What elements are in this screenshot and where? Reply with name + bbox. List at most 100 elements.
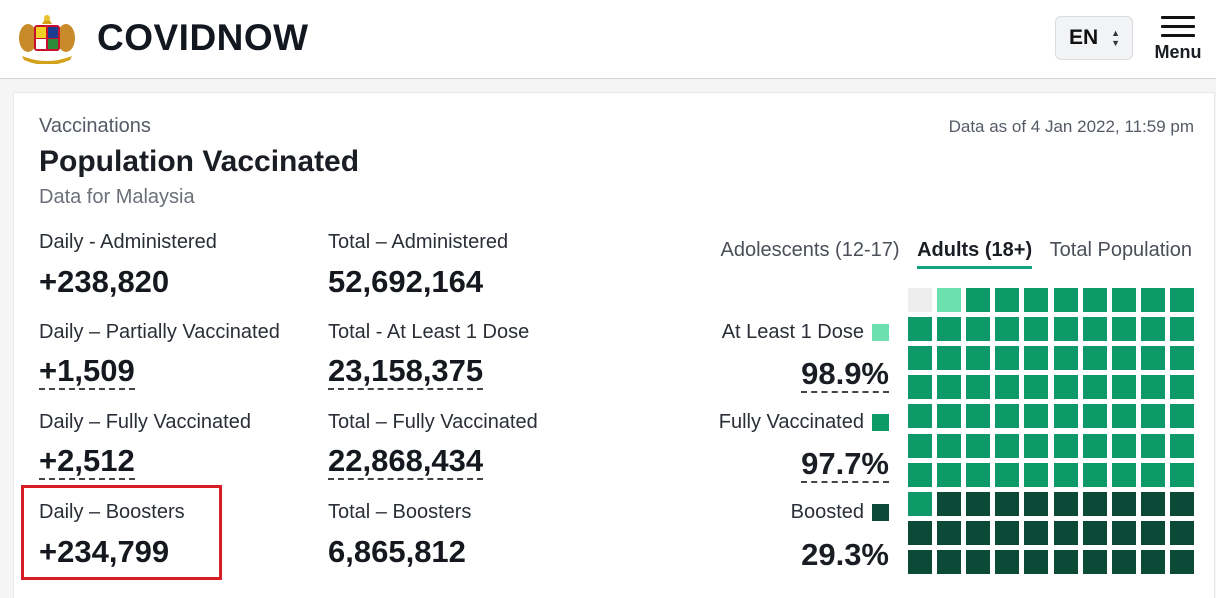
waffle-cell-fully-vaccinated — [908, 346, 933, 371]
waffle-cell-fully-vaccinated — [1082, 462, 1107, 487]
waffle-cell-fully-vaccinated — [1024, 288, 1049, 313]
stat-label: Total – Fully Vaccinated — [328, 411, 538, 433]
legend-swatch — [872, 504, 889, 521]
stat-value: +234,799 — [39, 534, 170, 569]
waffle-cell-fully-vaccinated — [1082, 433, 1107, 458]
waffle-cell-fully-vaccinated — [1082, 404, 1107, 429]
tab-adolescents[interactable]: Adolescents (12-17) — [720, 239, 900, 261]
waffle-cell-fully-vaccinated — [1111, 462, 1136, 487]
waffle-cell-boosted — [1053, 520, 1078, 545]
stat-value-tooltip[interactable]: +2,512 — [39, 443, 135, 480]
waffle-cell-fully-vaccinated — [1140, 317, 1165, 342]
tab-total-population[interactable]: Total Population — [1049, 239, 1192, 261]
waffle-cell-fully-vaccinated — [1111, 375, 1136, 400]
waffle-cell-fully-vaccinated — [995, 346, 1020, 371]
hamburger-icon — [1152, 16, 1204, 37]
waffle-cell-boosted — [1082, 549, 1107, 574]
legend-boosted: Boosted — [791, 501, 889, 524]
waffle-cell-fully-vaccinated — [995, 317, 1020, 342]
stat-total-full: Total – Fully Vaccinated 22,868,434 — [328, 411, 538, 480]
waffle-cell-boosted — [1082, 520, 1107, 545]
brand-title[interactable]: COVIDNOW — [97, 17, 309, 58]
waffle-cell-boosted — [966, 549, 991, 574]
waffle-cell-fully-vaccinated — [1140, 433, 1165, 458]
top-header: COVIDNOW EN ▲ ▼ Menu — [0, 0, 1216, 79]
stat-daily-full: Daily – Fully Vaccinated +2,512 — [39, 411, 251, 480]
waffle-cell-boosted — [1169, 491, 1194, 516]
waffle-cell-fully-vaccinated — [1024, 462, 1049, 487]
waffle-cell-fully-vaccinated — [966, 375, 991, 400]
waffle-cell-boosted — [1169, 549, 1194, 574]
waffle-cell-fully-vaccinated — [937, 462, 962, 487]
stat-label: Total – Administered — [328, 231, 509, 253]
waffle-cell-fully-vaccinated — [1111, 404, 1136, 429]
waffle-cell-boosted — [1111, 520, 1136, 545]
waffle-cell-fully-vaccinated — [937, 433, 962, 458]
percent-boosted: 29.3% — [801, 537, 889, 572]
vaccination-card: Vaccinations Data as of 4 Jan 2022, 11:5… — [14, 93, 1214, 598]
stat-label: Daily – Boosters — [39, 501, 185, 523]
waffle-cell-boosted — [1140, 520, 1165, 545]
waffle-cell-fully-vaccinated — [908, 491, 933, 516]
waffle-cell-fully-vaccinated — [1111, 433, 1136, 458]
menu-button[interactable]: Menu — [1152, 16, 1204, 68]
select-arrows-icon: ▲ ▼ — [1111, 28, 1120, 48]
waffle-cell-fully-vaccinated — [937, 346, 962, 371]
stat-value-tooltip[interactable]: 22,868,434 — [328, 443, 484, 480]
percent-one-dose[interactable]: 98.9% — [801, 356, 889, 393]
waffle-cell-boosted — [995, 520, 1020, 545]
waffle-cell-fully-vaccinated — [995, 375, 1020, 400]
stat-total-boosters: Total – Boosters 6,865,812 — [328, 501, 471, 570]
population-tabs: Adolescents (12-17) Adults (18+) Total P… — [709, 239, 1192, 269]
stat-value-tooltip[interactable]: 23,158,375 — [328, 353, 484, 390]
waffle-cell-fully-vaccinated — [908, 462, 933, 487]
waffle-cell-boosted — [1169, 520, 1194, 545]
waffle-cell-fully-vaccinated — [1140, 404, 1165, 429]
stat-total-administered: Total – Administered 52,692,164 — [328, 231, 508, 300]
waffle-cell-empty — [908, 288, 933, 313]
waffle-cell-fully-vaccinated — [1024, 404, 1049, 429]
percent-fully-vaccinated[interactable]: 97.7% — [801, 446, 889, 483]
waffle-cell-fully-vaccinated — [966, 317, 991, 342]
waffle-cell-fully-vaccinated — [1053, 288, 1078, 313]
menu-label: Menu — [1154, 42, 1202, 62]
waffle-cell-fully-vaccinated — [1140, 288, 1165, 313]
stat-value: 6,865,812 — [328, 534, 466, 569]
waffle-cell-fully-vaccinated — [1024, 317, 1049, 342]
legend-label: Fully Vaccinated — [718, 411, 864, 433]
waffle-cell-boosted — [908, 549, 933, 574]
waffle-cell-fully-vaccinated — [966, 433, 991, 458]
waffle-cell-boosted — [1024, 520, 1049, 545]
waffle-cell-boosted — [995, 491, 1020, 516]
waffle-cell-boosted — [1024, 491, 1049, 516]
waffle-cell-boosted — [1082, 491, 1107, 516]
waffle-cell-boosted — [1140, 549, 1165, 574]
waffle-cell-fully-vaccinated — [908, 375, 933, 400]
tab-adults[interactable]: Adults (18+) — [917, 239, 1033, 269]
waffle-cell-fully-vaccinated — [1053, 433, 1078, 458]
stat-value: 52,692,164 — [328, 264, 484, 299]
waffle-cell-fully-vaccinated — [1111, 288, 1136, 313]
waffle-cell-fully-vaccinated — [1082, 346, 1107, 371]
waffle-cell-fully-vaccinated — [908, 317, 933, 342]
stat-value-tooltip[interactable]: +1,509 — [39, 353, 135, 390]
waffle-cell-fully-vaccinated — [1024, 433, 1049, 458]
legend-swatch — [872, 324, 889, 341]
waffle-cell-fully-vaccinated — [1169, 433, 1194, 458]
coat-of-arms-logo[interactable] — [14, 12, 80, 64]
waffle-cell-fully-vaccinated — [995, 404, 1020, 429]
legend-one-dose: At Least 1 Dose — [722, 321, 889, 344]
waffle-chart — [908, 288, 1194, 574]
data-as-of: Data as of 4 Jan 2022, 11:59 pm — [948, 117, 1194, 136]
waffle-cell-fully-vaccinated — [1169, 317, 1194, 342]
waffle-cell-fully-vaccinated — [937, 375, 962, 400]
section-eyebrow: Vaccinations — [39, 115, 151, 137]
waffle-cell-fully-vaccinated — [966, 462, 991, 487]
waffle-cell-fully-vaccinated — [1169, 462, 1194, 487]
language-select[interactable]: EN ▲ ▼ — [1055, 16, 1133, 60]
legend-label: At Least 1 Dose — [721, 321, 864, 343]
language-value: EN — [1069, 26, 1099, 49]
waffle-cell-fully-vaccinated — [1024, 375, 1049, 400]
stat-daily-administered: Daily - Administered +238,820 — [39, 231, 217, 300]
waffle-cell-fully-vaccinated — [908, 433, 933, 458]
